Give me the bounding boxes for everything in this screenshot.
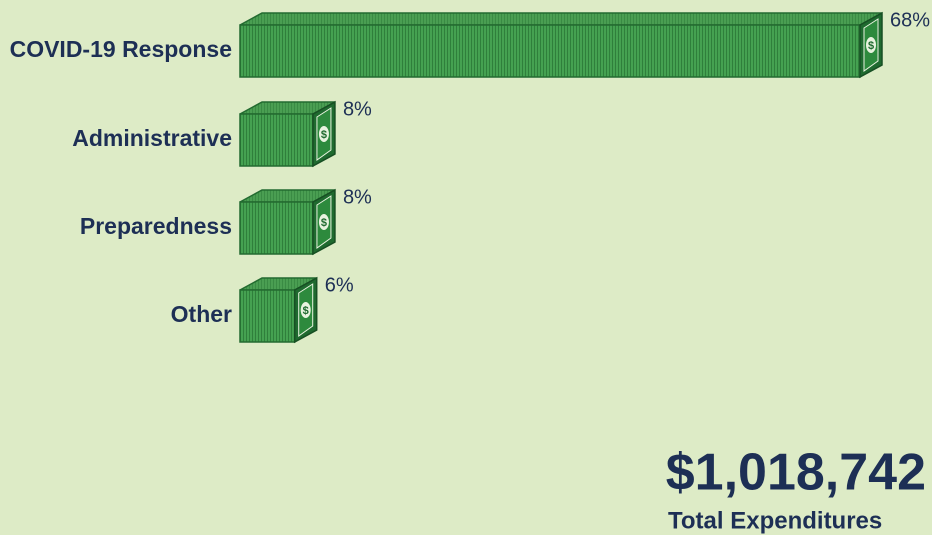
money-stack: $	[239, 188, 336, 256]
value-label: 6%	[325, 274, 354, 296]
bar	[239, 24, 861, 78]
bill-seal	[866, 37, 876, 53]
total-amount: $1,018,742	[666, 444, 926, 502]
bill-seal	[300, 302, 311, 318]
category-label: Preparedness	[80, 213, 232, 239]
total-label: Total Expenditures	[668, 507, 882, 534]
bill-seal	[318, 126, 329, 142]
value-label: 8%	[343, 186, 372, 208]
money-stack: $	[239, 11, 883, 79]
bar	[239, 113, 314, 167]
category-label: Other	[171, 301, 232, 327]
bar-top	[239, 12, 883, 26]
value-label: 68%	[890, 9, 930, 31]
money-stack: $	[239, 100, 336, 168]
money-stack: $	[239, 276, 318, 344]
category-label: Administrative	[72, 125, 232, 151]
bar	[239, 201, 314, 255]
bill-symbol: $	[868, 40, 874, 52]
value-label: 8%	[343, 98, 372, 120]
bill-seal	[318, 214, 329, 230]
bill-symbol: $	[321, 217, 327, 229]
bill-symbol: $	[303, 305, 309, 317]
bar	[239, 289, 296, 343]
category-label: COVID-19 Response	[10, 36, 232, 62]
bill-symbol: $	[321, 129, 327, 141]
